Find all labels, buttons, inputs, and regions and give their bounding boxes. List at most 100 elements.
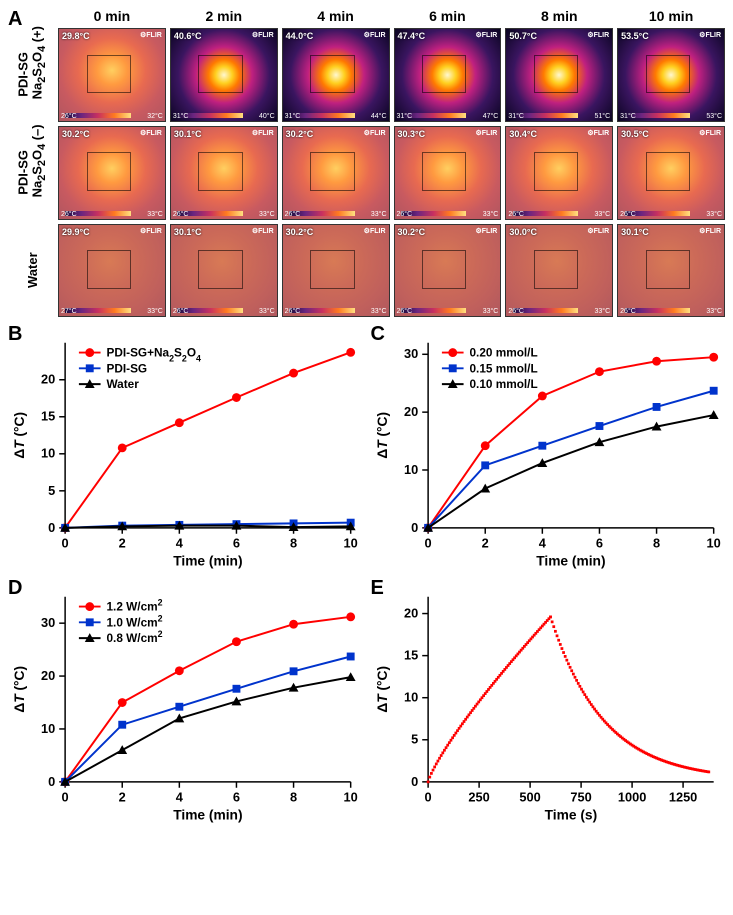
scale-min: 26°C <box>285 308 301 315</box>
svg-text:0: 0 <box>48 520 55 535</box>
roi-box <box>422 250 466 289</box>
svg-text:5: 5 <box>411 732 418 747</box>
svg-text:1.2 W/cm2: 1.2 W/cm2 <box>106 598 162 614</box>
scale-max: 33°C <box>259 308 275 315</box>
scale-min: 26°C <box>173 308 189 315</box>
roi-box <box>646 250 690 289</box>
thermal-cell: 30.0°C⚙FLIR26°C33°C <box>505 224 613 318</box>
flir-logo: ⚙FLIR <box>364 31 386 39</box>
flir-logo: ⚙FLIR <box>364 129 386 137</box>
scale-min: 26°C <box>620 308 636 315</box>
temp-readout: 30.1°C <box>621 227 649 237</box>
flir-logo: ⚙FLIR <box>699 129 721 137</box>
svg-text:0: 0 <box>62 790 69 805</box>
temp-readout: 30.2°C <box>398 227 426 237</box>
scale-min: 26°C <box>285 211 301 218</box>
flir-logo: ⚙FLIR <box>252 129 274 137</box>
scale-min: 31°C <box>173 113 189 120</box>
panel-b: B 024681005101520Time (min)ΔT (°C)PDI-SG… <box>8 325 363 571</box>
chart-d: 02468100102030Time (min)ΔT (°C)1.2 W/cm2… <box>8 579 363 825</box>
panel-d: D 02468100102030Time (min)ΔT (°C)1.2 W/c… <box>8 579 363 825</box>
time-label: 0 min <box>58 8 166 24</box>
roi-box <box>646 55 690 94</box>
svg-text:0: 0 <box>424 790 431 805</box>
temp-readout: 40.6°C <box>174 31 202 41</box>
svg-text:2: 2 <box>481 536 488 551</box>
row-label: Water <box>26 245 40 295</box>
temp-readout: 44.0°C <box>286 31 314 41</box>
thermal-cell: 40.6°C⚙FLIR31°C40°C <box>170 28 278 122</box>
roi-box <box>422 55 466 94</box>
flir-logo: ⚙FLIR <box>364 227 386 235</box>
svg-text:5: 5 <box>48 483 55 498</box>
roi-box <box>422 152 466 191</box>
svg-text:1250: 1250 <box>668 790 696 805</box>
flir-logo: ⚙FLIR <box>587 129 609 137</box>
svg-text:1000: 1000 <box>617 790 645 805</box>
flir-logo: ⚙FLIR <box>699 31 721 39</box>
svg-text:Time (min): Time (min) <box>173 554 242 569</box>
svg-text:0.10 mmol/L: 0.10 mmol/L <box>469 377 537 391</box>
thermal-cell: 47.4°C⚙FLIR31°C47°C <box>394 28 502 122</box>
svg-text:0.20 mmol/L: 0.20 mmol/L <box>469 346 537 360</box>
time-label: 10 min <box>617 8 725 24</box>
roi-box <box>534 250 578 289</box>
scale-max: 33°C <box>483 211 499 218</box>
time-label: 4 min <box>282 8 390 24</box>
thermal-cell: 30.1°C⚙FLIR26°C33°C <box>170 126 278 220</box>
roi-box <box>87 55 131 94</box>
panel-e-label: E <box>371 577 384 600</box>
svg-text:20: 20 <box>404 606 418 621</box>
flir-logo: ⚙FLIR <box>140 129 162 137</box>
thermal-cell: 44.0°C⚙FLIR31°C44°C <box>282 28 390 122</box>
svg-text:250: 250 <box>468 790 489 805</box>
svg-text:2: 2 <box>119 790 126 805</box>
temp-readout: 30.2°C <box>286 129 314 139</box>
chart-e: 02505007501000125005101520Time (s)ΔT (°C… <box>371 579 726 825</box>
scale-min: 31°C <box>285 113 301 120</box>
temp-readout: 30.1°C <box>174 129 202 139</box>
flir-logo: ⚙FLIR <box>140 227 162 235</box>
time-label: 2 min <box>170 8 278 24</box>
thermal-cell: 30.1°C⚙FLIR26°C33°C <box>170 224 278 318</box>
svg-text:10: 10 <box>41 721 55 736</box>
svg-text:10: 10 <box>404 690 418 705</box>
thermal-cell: 29.8°C⚙FLIR26°C32°C <box>58 28 166 122</box>
svg-text:20: 20 <box>404 404 418 419</box>
svg-text:8: 8 <box>290 536 297 551</box>
scale-max: 33°C <box>595 308 611 315</box>
chart-c: 02468100102030Time (min)ΔT (°C)0.20 mmol… <box>371 325 726 571</box>
svg-text:30: 30 <box>41 616 55 631</box>
svg-text:0: 0 <box>48 774 55 789</box>
panel-d-label: D <box>8 577 22 600</box>
flir-logo: ⚙FLIR <box>140 31 162 39</box>
svg-text:0.8 W/cm2: 0.8 W/cm2 <box>106 629 162 645</box>
flir-logo: ⚙FLIR <box>476 129 498 137</box>
temp-readout: 30.2°C <box>286 227 314 237</box>
svg-text:2: 2 <box>119 536 126 551</box>
figure: A 0 min2 min4 min6 min8 min10 min PDI-SG… <box>8 8 725 826</box>
roi-box <box>310 55 354 94</box>
thermal-cell: 30.2°C⚙FLIR26°C33°C <box>394 224 502 318</box>
thermal-cell: 30.2°C⚙FLIR26°C33°C <box>282 224 390 318</box>
thermal-row: PDI-SGNa2S2O4 (+)29.8°C⚙FLIR26°C32°C40.6… <box>58 28 725 122</box>
scale-max: 33°C <box>259 211 275 218</box>
roi-box <box>310 250 354 289</box>
svg-text:500: 500 <box>519 790 540 805</box>
scale-min: 26°C <box>61 113 77 120</box>
svg-text:4: 4 <box>538 536 546 551</box>
temp-readout: 29.9°C <box>62 227 90 237</box>
scale-max: 33°C <box>371 211 387 218</box>
scale-min: 26°C <box>620 211 636 218</box>
flir-logo: ⚙FLIR <box>252 227 274 235</box>
scale-max: 33°C <box>706 211 722 218</box>
svg-text:20: 20 <box>41 668 55 683</box>
svg-text:10: 10 <box>344 536 358 551</box>
thermal-cell: 30.2°C ⚙FLIR 26°C 33°C <box>282 126 390 220</box>
panel-e: E 02505007501000125005101520Time (s)ΔT (… <box>371 579 726 825</box>
scale-min: 31°C <box>620 113 636 120</box>
svg-text:0: 0 <box>62 536 69 551</box>
svg-text:6: 6 <box>233 536 240 551</box>
svg-text:15: 15 <box>41 409 55 424</box>
svg-text:8: 8 <box>653 536 660 551</box>
